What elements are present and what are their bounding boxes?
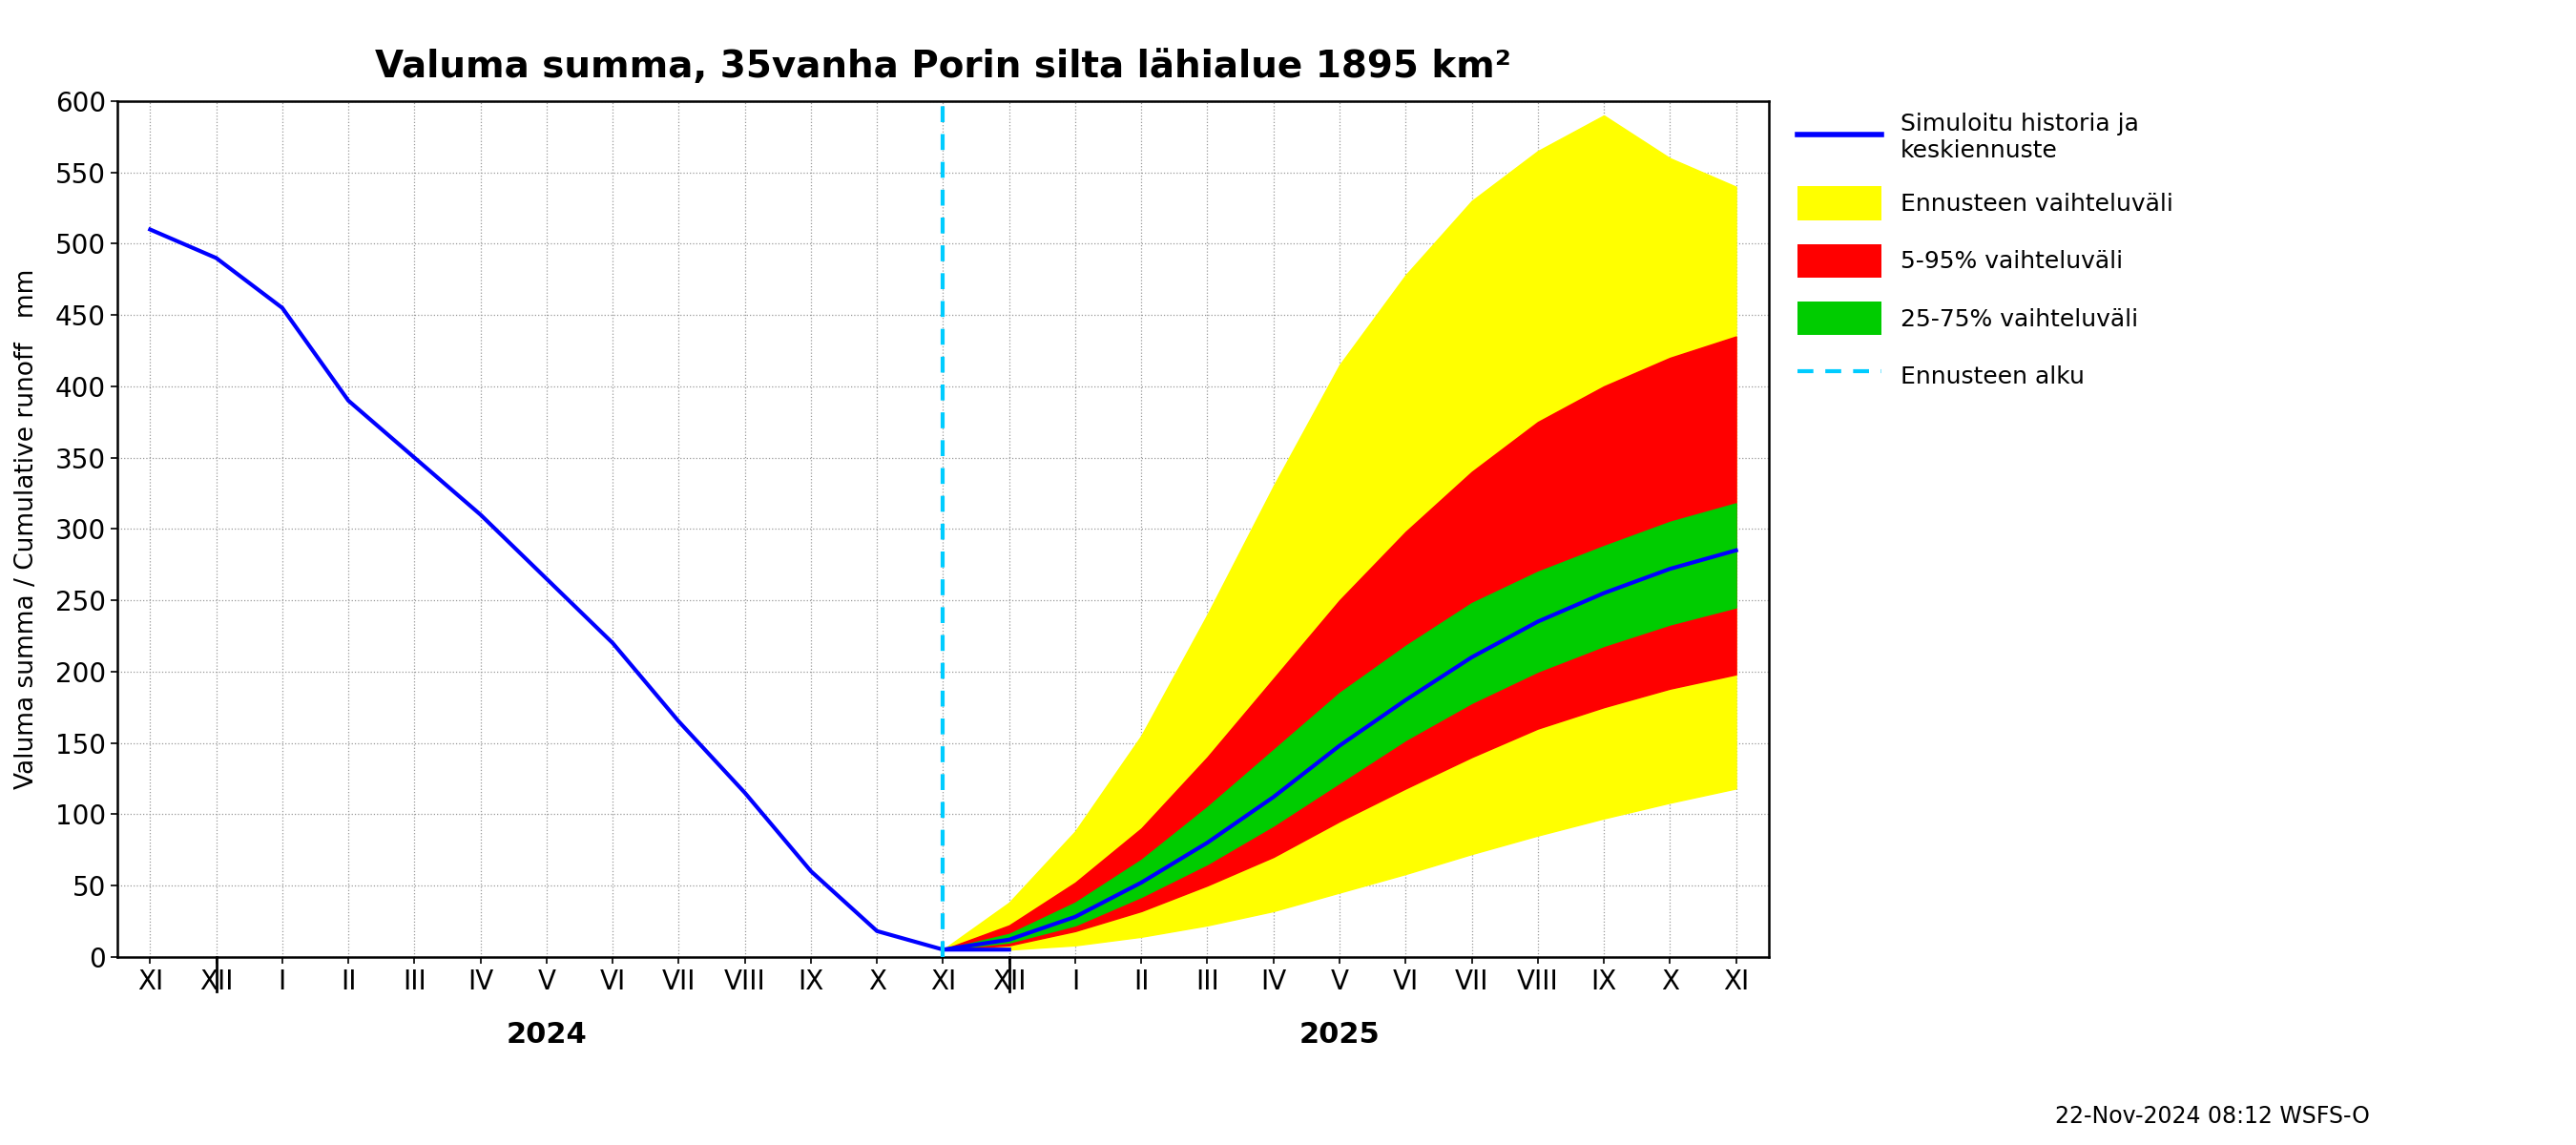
Y-axis label: Valuma summa / Cumulative runoff   mm: Valuma summa / Cumulative runoff mm: [15, 269, 39, 789]
Text: 2025: 2025: [1298, 1021, 1381, 1049]
Title: Valuma summa, 35vanha Porin silta lähialue 1895 km²: Valuma summa, 35vanha Porin silta lähial…: [376, 48, 1512, 85]
Text: 2024: 2024: [505, 1021, 587, 1049]
Legend: Simuloitu historia ja
keskiennuste, Ennusteen vaihteluväli, 5-95% vaihteluväli, : Simuloitu historia ja keskiennuste, Ennu…: [1785, 101, 2184, 405]
Text: 22-Nov-2024 08:12 WSFS-O: 22-Nov-2024 08:12 WSFS-O: [2056, 1105, 2370, 1128]
